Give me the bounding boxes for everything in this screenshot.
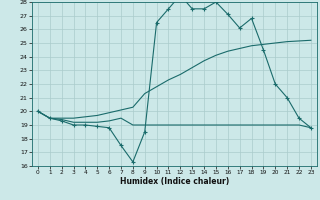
X-axis label: Humidex (Indice chaleur): Humidex (Indice chaleur) [120, 177, 229, 186]
